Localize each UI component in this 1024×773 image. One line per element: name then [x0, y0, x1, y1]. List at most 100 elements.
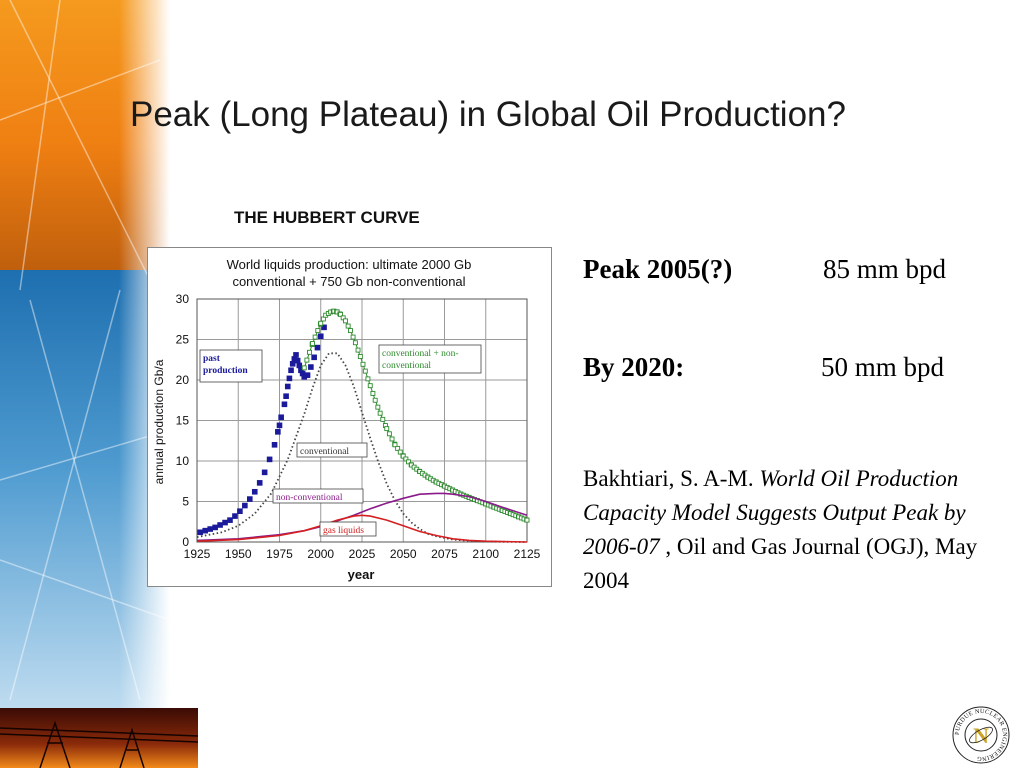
- by-2020-row: By 2020: 50 mm bpd: [583, 352, 1003, 386]
- series-past-production-point: [251, 488, 258, 495]
- series-conventional-non-conventional-point: [406, 459, 411, 465]
- series-past-production-point: [321, 324, 327, 331]
- by-2020-value: 50 mm bpd: [821, 352, 945, 382]
- series-conventional-non-conventional-point: [367, 383, 373, 389]
- series-past-production-point: [281, 401, 288, 408]
- series-conventional-non-conventional-point: [384, 426, 390, 432]
- annotation-label: non-conventional: [276, 493, 343, 503]
- annotation-label: conventional: [382, 361, 431, 371]
- series-past-production-point: [237, 508, 243, 515]
- series-conventional-non-conventional-point: [347, 328, 353, 334]
- series-past-production-point: [207, 526, 213, 532]
- x-tick-label: 2000: [307, 547, 334, 561]
- svg-text:N: N: [973, 723, 989, 748]
- annotation-box-past-production: [199, 349, 263, 383]
- series-past-production-point: [301, 373, 308, 380]
- by-2020-label: By 2020:: [583, 352, 685, 382]
- sunset-power-lines-photo: [0, 708, 199, 769]
- citation-author: Bakhtiari, S. A-M.: [583, 466, 760, 491]
- series-gas-liquids-line: [196, 514, 528, 543]
- series-past-production-point: [299, 370, 306, 377]
- y-tick-label: 15: [176, 414, 190, 428]
- series-past-production-point: [294, 357, 301, 364]
- series-past-production-point: [286, 375, 293, 382]
- x-tick-label: 2025: [349, 547, 376, 561]
- series-past-production-point: [275, 429, 281, 435]
- chart-title-line-2: conventional + 750 Gb non-conventional: [232, 274, 465, 289]
- series-conventional-non-conventional-point: [360, 361, 366, 367]
- series-past-production-point: [266, 456, 273, 463]
- series-past-production-point: [256, 480, 263, 486]
- series-past-production-point: [271, 442, 278, 448]
- series-conventional-non-conventional-point: [345, 323, 351, 329]
- series-conventional-non-conventional-point: [301, 365, 307, 371]
- annotation-label: conventional + non-: [382, 349, 459, 359]
- series-past-production-point: [283, 393, 289, 399]
- annotation-label: production: [203, 366, 248, 376]
- x-tick-label: 1975: [266, 547, 293, 561]
- series-conventional-non-conventional-point: [315, 328, 321, 334]
- series-conventional-non-conventional-point: [380, 416, 386, 422]
- annotation-label: past: [203, 354, 221, 364]
- y-tick-label: 30: [176, 292, 190, 306]
- series-conventional-non-conventional-point: [370, 390, 376, 396]
- y-tick-label: 0: [182, 535, 189, 549]
- citation-title: World Oil Production Capacity Model Sugg…: [583, 466, 966, 559]
- series-past-production-point: [232, 513, 238, 519]
- chart-caption: THE HUBBERT CURVE: [234, 208, 420, 227]
- annotation-box-gas-liquids: [319, 521, 377, 537]
- series-past-production-point: [212, 524, 218, 531]
- series-conventional-non-conventional-point: [395, 445, 401, 451]
- citation: Bakhtiari, S. A-M. World Oil Production …: [583, 462, 983, 598]
- series-conventional-non-conventional-point: [362, 368, 368, 374]
- chart-xlabel: year: [348, 567, 375, 582]
- series-conventional-non-conventional-point: [357, 354, 363, 359]
- series-conventional-non-conventional-point: [350, 334, 356, 340]
- series-past-production-point: [222, 519, 228, 526]
- series-past-production-point: [288, 367, 294, 374]
- series-past-production-point: [289, 361, 296, 367]
- series-past-production-point: [278, 414, 284, 421]
- series-conventional-non-conventional-point: [375, 404, 381, 410]
- annotation-box-conventional-non-conventional: [378, 344, 482, 374]
- annotation-label: gas liquids: [323, 526, 364, 536]
- y-tick-label: 5: [182, 495, 189, 509]
- annotation-box-non-conventional: [272, 488, 364, 504]
- x-tick-label: 1950: [225, 547, 252, 561]
- series-conventional-non-conventional-point: [355, 347, 361, 353]
- x-tick-label: 2125: [514, 547, 541, 561]
- series-conventional-non-conventional-point: [352, 340, 358, 346]
- series-conventional-non-conventional-point: [397, 449, 403, 455]
- series-conventional-non-conventional-point: [338, 311, 344, 317]
- series-conventional-non-conventional-point: [389, 436, 395, 442]
- series-past-production-point: [293, 352, 299, 358]
- x-tick-label: 2075: [431, 547, 458, 561]
- chart-ylabel: annual production Gb/a: [152, 359, 166, 484]
- series-past-production-point: [261, 469, 268, 476]
- slide-title: Peak (Long Plateau) in Global Oil Produc…: [130, 95, 846, 134]
- series-past-production-point: [308, 364, 314, 370]
- y-tick-label: 20: [176, 373, 190, 387]
- series-conventional-non-conventional-point: [312, 334, 318, 340]
- x-tick-label: 1925: [184, 547, 211, 561]
- series-past-production-point: [311, 354, 317, 361]
- series-conventional-non-conventional-point: [403, 456, 409, 462]
- peak-label: Peak 2005(?): [583, 254, 733, 284]
- series-conventional-non-conventional-point: [400, 453, 406, 459]
- series-past-production-point: [291, 356, 298, 362]
- x-tick-label: 2100: [472, 547, 499, 561]
- peak-row: Peak 2005(?) 85 mm bpd: [583, 254, 1003, 288]
- series-past-production-point: [298, 367, 304, 374]
- series-conventional-non-conventional-point: [365, 376, 371, 382]
- series-past-production-point: [197, 529, 204, 536]
- series-past-production-point: [296, 362, 303, 369]
- series-conventional-non-conventional-point: [310, 341, 315, 347]
- decorative-left-band: [0, 0, 170, 768]
- series-past-production-point: [227, 517, 233, 523]
- series-past-production-point: [317, 333, 324, 340]
- series-past-production-point: [284, 383, 291, 390]
- plot-area: [196, 298, 528, 543]
- series-past-production-point: [217, 522, 223, 528]
- series-past-production-point: [304, 372, 311, 378]
- chart-title-line-1: World liquids production: ultimate 2000 …: [227, 257, 472, 272]
